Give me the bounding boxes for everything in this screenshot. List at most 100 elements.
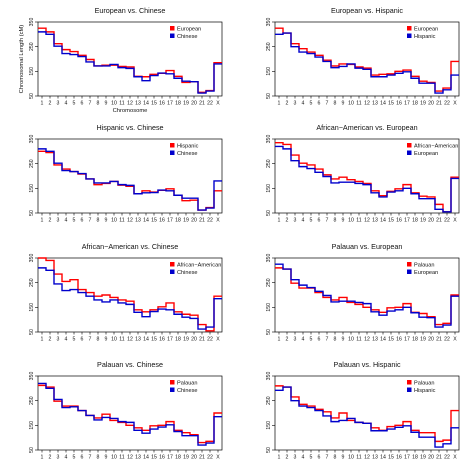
y-tick-label: 50 (29, 210, 35, 216)
legend-label: Chinese (177, 34, 198, 40)
x-tick-label: 9 (105, 218, 108, 224)
y-tick-label: 150 (29, 67, 35, 76)
x-tick-label: 18 (412, 455, 418, 461)
y-tick-label: 350 (29, 254, 35, 263)
series-line-1 (275, 27, 459, 92)
x-tick-label: 12 (364, 101, 370, 107)
x-tick-label: 10 (348, 337, 354, 343)
x-tick-label: 13 (372, 218, 378, 224)
y-tick-label: 150 (266, 67, 272, 76)
x-tick-label: 7 (89, 101, 92, 107)
x-tick-label: 20 (428, 337, 434, 343)
x-tick-label: 8 (334, 455, 337, 461)
x-tick-label: 22 (444, 337, 450, 343)
x-tick-label: 20 (428, 101, 434, 107)
x-tick-label: 15 (151, 455, 157, 461)
x-tick-label: 2 (49, 337, 52, 343)
x-tick-label: 1 (41, 455, 44, 461)
y-tick-label: 150 (266, 421, 272, 430)
y-tick-label: 50 (266, 447, 272, 453)
x-tick-label: 4 (65, 455, 68, 461)
x-tick-label: 12 (364, 455, 370, 461)
x-tick-label: 7 (326, 455, 329, 461)
y-tick-label: 50 (29, 447, 35, 453)
x-tick-label: 19 (420, 337, 426, 343)
x-tick-label: 6 (81, 218, 84, 224)
chart-title: Palauan vs. Hispanic (333, 360, 401, 369)
x-tick-label: 1 (278, 455, 281, 461)
y-tick-label: 350 (266, 135, 272, 144)
x-tick-label: 14 (143, 101, 149, 107)
x-tick-label: 19 (420, 218, 426, 224)
x-tick-label: 13 (135, 218, 141, 224)
x-tick-label: 11 (119, 218, 124, 224)
x-tick-label: 2 (286, 218, 289, 224)
x-tick-label: 7 (89, 337, 92, 343)
x-tick-label: 6 (318, 455, 321, 461)
x-tick-label: 8 (334, 101, 337, 107)
x-tick-label: 1 (278, 101, 281, 107)
legend-swatch (407, 387, 412, 392)
y-tick-label: 350 (29, 372, 35, 381)
x-tick-label: 6 (81, 455, 84, 461)
x-tick-label: 19 (183, 218, 189, 224)
x-tick-label: 12 (364, 337, 370, 343)
x-tick-label: X (216, 337, 220, 343)
y-tick-label: 50 (29, 329, 35, 335)
legend-swatch (170, 143, 175, 148)
x-tick-label: 3 (294, 337, 297, 343)
legend-label: African−American (177, 262, 221, 268)
y-tick-label: 350 (266, 254, 272, 263)
x-tick-label: 15 (388, 337, 394, 343)
x-tick-label: 17 (167, 455, 173, 461)
x-tick-label: 14 (380, 218, 386, 224)
x-tick-label: 4 (65, 101, 68, 107)
x-tick-label: 11 (119, 337, 124, 343)
x-tick-label: 20 (428, 218, 434, 224)
chart-title: European vs. Hispanic (331, 6, 403, 15)
x-tick-label: 17 (404, 218, 410, 224)
x-tick-label: 7 (326, 337, 329, 343)
x-tick-label: 14 (143, 337, 149, 343)
chart-title: European vs. Chinese (95, 6, 166, 15)
x-tick-label: 16 (159, 101, 165, 107)
x-tick-label: 14 (380, 455, 386, 461)
legend-swatch (170, 26, 175, 31)
x-tick-label: 16 (159, 218, 165, 224)
x-tick-label: 15 (388, 101, 394, 107)
legend-label: Chinese (177, 270, 198, 276)
legend-swatch (170, 387, 175, 392)
legend-swatch (407, 26, 412, 31)
x-tick-label: 3 (294, 455, 297, 461)
x-tick-label: 9 (342, 101, 345, 107)
legend-label: Palauan (177, 380, 198, 386)
x-axis-label: Chromosome (113, 108, 148, 114)
series-line-2 (275, 145, 459, 213)
x-tick-label: 13 (372, 337, 378, 343)
y-tick-label: 250 (266, 278, 272, 287)
x-tick-label: 22 (444, 101, 450, 107)
chart-title: Palauan vs. European (332, 242, 403, 251)
legend-swatch (407, 269, 412, 274)
x-tick-label: 7 (326, 101, 329, 107)
x-tick-label: X (453, 218, 457, 224)
x-tick-label: 5 (73, 455, 76, 461)
x-tick-label: 20 (191, 101, 197, 107)
x-tick-label: 5 (73, 101, 76, 107)
x-tick-label: 10 (111, 455, 117, 461)
series-line-1 (275, 142, 459, 213)
x-tick-label: 21 (436, 101, 442, 107)
legend-label: Chinese (177, 388, 198, 394)
y-tick-label: 250 (29, 278, 35, 287)
x-tick-label: 8 (334, 337, 337, 343)
x-tick-label: 9 (105, 455, 108, 461)
x-tick-label: 21 (199, 337, 205, 343)
x-tick-label: 5 (73, 218, 76, 224)
y-tick-label: 150 (29, 421, 35, 430)
chart-panel: African−American vs. European 50 150 250 350… (266, 123, 460, 224)
series-line-1 (275, 385, 459, 443)
series-line-2 (275, 32, 459, 94)
x-tick-label: 21 (199, 101, 205, 107)
x-tick-label: 13 (135, 455, 141, 461)
